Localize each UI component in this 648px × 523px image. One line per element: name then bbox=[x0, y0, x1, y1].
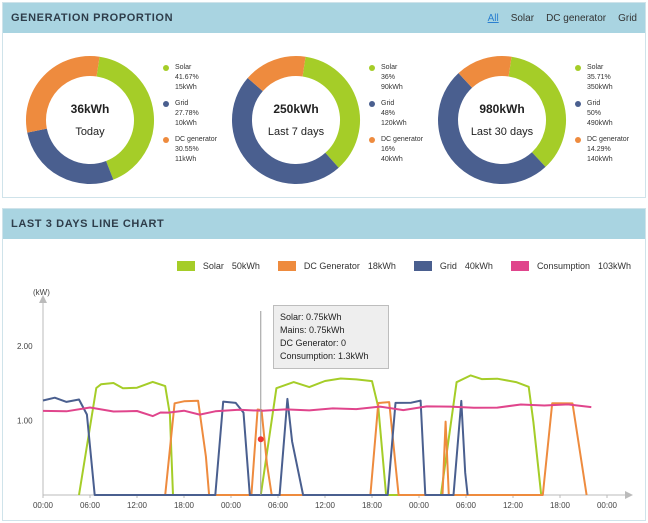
legend-solar: Solar 35.71% 350kWh bbox=[575, 63, 648, 93]
legend-grid: Grid 50% 490kWh bbox=[575, 99, 648, 129]
x-tick-label: 06:00 bbox=[80, 501, 101, 510]
dc-generator-dot-icon bbox=[369, 137, 375, 143]
solar-dot-icon bbox=[575, 65, 581, 71]
x-tick-label: 18:00 bbox=[362, 501, 383, 510]
x-tick-label: 12:00 bbox=[315, 501, 336, 510]
donut-segment-grid[interactable] bbox=[438, 73, 546, 184]
legend-consumption[interactable]: Consumption 103kWh bbox=[510, 261, 631, 271]
donut-last-30-days: 980kWh Last 30 days Solar 35.71% 350kWh … bbox=[437, 55, 647, 185]
legend-solar: Solar 41.67% 15kWh bbox=[163, 63, 243, 93]
y-axis-label: (kW) bbox=[33, 288, 50, 297]
legend-dc-generator: DC generator 14.29% 140kWh bbox=[575, 135, 648, 165]
x-tick-label: 00:00 bbox=[33, 501, 54, 510]
dc-generator-dot-icon bbox=[575, 137, 581, 143]
legend-solar: Solar 36% 90kWh bbox=[369, 63, 449, 93]
x-tick-label: 18:00 bbox=[174, 501, 195, 510]
donut-segment-dc-generator[interactable] bbox=[247, 56, 306, 92]
donut-period-label: Today bbox=[75, 126, 105, 138]
series-consumption-line[interactable] bbox=[42, 403, 592, 418]
filter-solar[interactable]: Solar bbox=[510, 12, 535, 24]
donut-chart bbox=[26, 56, 154, 184]
dc-generator-dot-icon bbox=[163, 137, 169, 143]
x-tick-label: 12:00 bbox=[127, 501, 148, 510]
dc-generator-swatch-icon bbox=[277, 261, 296, 271]
legend-dc-generator: DC generator 30.55% 11kWh bbox=[163, 135, 243, 165]
x-tick-label: 06:00 bbox=[456, 501, 477, 510]
donut-today: 36kWh Today Solar 41.67% 15kWh Grid 27.7… bbox=[25, 55, 235, 185]
legend-grid[interactable]: Grid 40kWh bbox=[413, 261, 493, 271]
tooltip-solar: Solar: 0.75kWh bbox=[280, 312, 342, 322]
donut-segment-dc-generator[interactable] bbox=[458, 56, 512, 89]
donut-total-value: 36kWh bbox=[70, 102, 110, 116]
legend-solar[interactable]: Solar 50kWh bbox=[176, 261, 260, 271]
x-tick-label: 06:00 bbox=[268, 501, 289, 510]
grid-dot-icon bbox=[575, 101, 581, 107]
filter-grid[interactable]: Grid bbox=[618, 12, 637, 24]
donut-segment-solar[interactable] bbox=[302, 56, 360, 168]
chart-tooltip: Solar: 0.75kWh Mains: 0.75kWh DC Generat… bbox=[273, 305, 389, 369]
filter-dc-generator[interactable]: DC generator bbox=[546, 12, 607, 24]
donut-segment-solar[interactable] bbox=[508, 56, 566, 167]
donut-segment-dc-generator[interactable] bbox=[26, 56, 100, 133]
tooltip-consumption: Consumption: 1.3kWh bbox=[280, 351, 369, 361]
donut-segment-solar[interactable] bbox=[96, 56, 154, 180]
donut-segment-grid[interactable] bbox=[232, 78, 339, 184]
x-tick-label: 00:00 bbox=[221, 501, 242, 510]
filter-all[interactable]: All bbox=[487, 12, 499, 24]
line-chart-header: LAST 3 DAYS LINE CHART bbox=[3, 209, 645, 239]
solar-dot-icon bbox=[163, 65, 169, 71]
line-chart-title: LAST 3 DAYS LINE CHART bbox=[11, 218, 165, 230]
line-chart-plot[interactable]: (kW) 1.00 2.00 00:00 06:00 12:00 18:00 00:00 06:… bbox=[3, 239, 645, 521]
generation-filters: All Solar DC generator Grid bbox=[488, 13, 637, 24]
donut-legend: Solar 36% 90kWh Grid 48% 120kWh DC gener… bbox=[369, 63, 449, 171]
legend-grid: Grid 27.78% 10kWh bbox=[163, 99, 243, 129]
donut-chart bbox=[232, 56, 360, 184]
series-grid-line[interactable] bbox=[42, 396, 469, 496]
donut-total-value: 250kWh bbox=[273, 102, 319, 116]
consumption-swatch-icon bbox=[510, 261, 529, 271]
y-tick-label: 1.00 bbox=[17, 417, 33, 426]
hover-point-marker[interactable] bbox=[257, 436, 264, 443]
x-tick-label: 00:00 bbox=[597, 501, 618, 510]
generation-header: GENERATION PROPORTION All Solar DC gener… bbox=[3, 3, 645, 33]
legend-dc-generator[interactable]: DC Generator 18kWh bbox=[277, 261, 396, 271]
donut-segment-grid[interactable] bbox=[27, 128, 114, 184]
generation-panel: GENERATION PROPORTION All Solar DC gener… bbox=[2, 2, 646, 198]
donut-period-label: Last 7 days bbox=[267, 126, 325, 138]
x-tick-label: 12:00 bbox=[503, 501, 524, 510]
donut-period-label: Last 30 days bbox=[470, 126, 534, 138]
x-tick-label: 18:00 bbox=[550, 501, 571, 510]
grid-dot-icon bbox=[369, 101, 375, 107]
y-axis-arrow-icon bbox=[39, 295, 47, 303]
donut-total-value: 980kWh bbox=[479, 102, 525, 116]
tooltip-dc-generator: DC Generator: 0 bbox=[280, 338, 347, 348]
generation-title: GENERATION PROPORTION bbox=[11, 12, 174, 24]
legend-dc-generator: DC generator 16% 40kWh bbox=[369, 135, 449, 165]
line-chart-legend: Solar 50kWh DC Generator 18kWh Grid 40kW… bbox=[176, 261, 631, 271]
solar-dot-icon bbox=[369, 65, 375, 71]
legend-grid: Grid 48% 120kWh bbox=[369, 99, 449, 129]
donut-legend: Solar 41.67% 15kWh Grid 27.78% 10kWh DC … bbox=[163, 63, 243, 171]
tooltip-mains: Mains: 0.75kWh bbox=[280, 325, 345, 335]
donut-legend: Solar 35.71% 350kWh Grid 50% 490kWh DC g… bbox=[575, 63, 648, 171]
series-dc-generator-line[interactable] bbox=[164, 399, 588, 496]
grid-dot-icon bbox=[163, 101, 169, 107]
series-solar-line[interactable] bbox=[78, 374, 543, 496]
grid-swatch-icon bbox=[413, 261, 432, 271]
donut-last-7-days: 250kWh Last 7 days Solar 36% 90kWh Grid … bbox=[231, 55, 441, 185]
x-axis-arrow-icon bbox=[625, 491, 633, 499]
y-tick-label: 2.00 bbox=[17, 342, 33, 351]
line-chart-panel: LAST 3 DAYS LINE CHART Solar 50kWh DC Ge… bbox=[2, 208, 646, 521]
solar-swatch-icon bbox=[176, 261, 195, 271]
donut-chart bbox=[438, 56, 566, 184]
x-tick-label: 00:00 bbox=[409, 501, 430, 510]
